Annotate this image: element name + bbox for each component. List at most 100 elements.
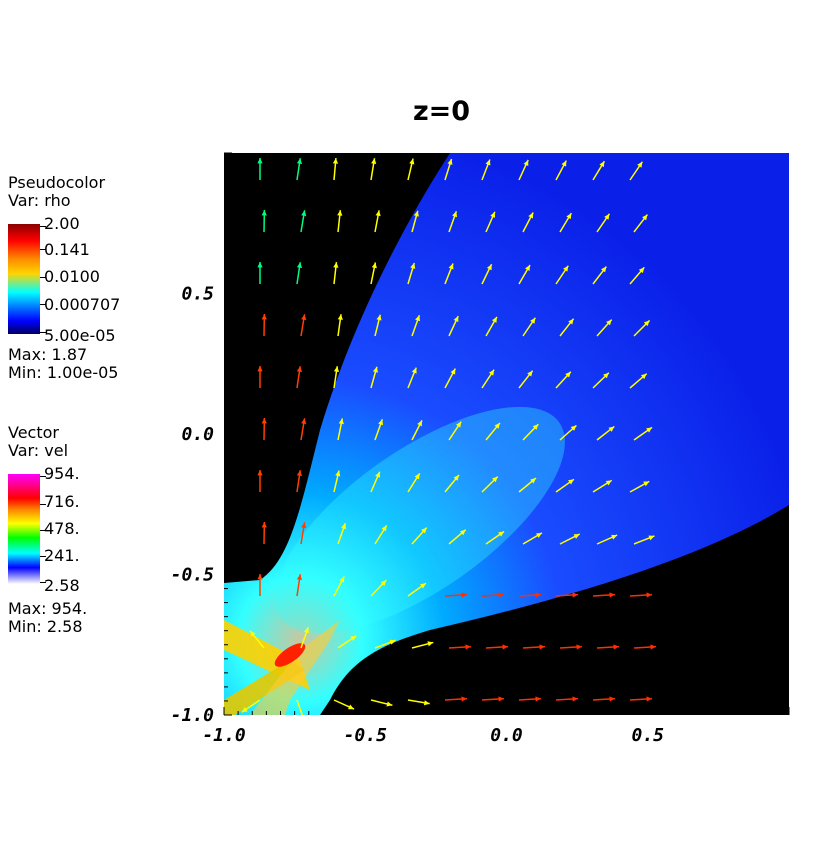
vector-arrow: [407, 582, 427, 597]
vector-arrow: [257, 158, 263, 180]
vector-arrow: [407, 367, 417, 389]
vector-arrow: [633, 644, 657, 650]
vector-arrow: [261, 313, 267, 337]
vector-arrow: [633, 426, 653, 441]
vector-arrow: [444, 158, 453, 181]
vector-arrow: [448, 315, 459, 337]
density-core: [275, 406, 565, 634]
vector-arrow: [555, 592, 579, 598]
vector-arrow: [296, 158, 303, 181]
vector-label-2: 478.: [44, 519, 80, 538]
vector-arrow: [333, 262, 339, 285]
vector-arrow: [370, 366, 378, 389]
vector-arrow: [257, 574, 263, 596]
vector-arrow: [333, 470, 341, 493]
vector-arrow: [518, 370, 534, 389]
vector-arrow: [522, 532, 543, 545]
vector-arrow: [444, 696, 468, 702]
pseudocolor-label-0: 2.00: [44, 214, 80, 233]
vector-colorbar: [8, 474, 40, 584]
vector-arrow: [518, 477, 537, 493]
pseudocolor-colorbar: [8, 224, 40, 334]
vector-arrow: [485, 530, 505, 545]
vector-arrow: [249, 630, 265, 649]
vector-arrow: [296, 470, 303, 493]
vector-arrow: [559, 424, 577, 441]
vector-arrow: [629, 373, 648, 389]
vector-arrow: [411, 210, 419, 233]
vector-arrow: [257, 366, 263, 388]
vector-arrow: [333, 699, 355, 710]
vector-arrow: [481, 476, 499, 493]
vector-arrow: [592, 372, 610, 389]
vector-var: Var: vel: [8, 441, 69, 460]
vector-header: Vector: [8, 423, 59, 442]
vector-arrow: [448, 421, 462, 441]
vector-arrow: [481, 696, 505, 702]
vector-arrow: [300, 418, 307, 441]
vector-arrow: [370, 699, 393, 707]
vector-arrow: [407, 158, 415, 181]
vector-arrow: [333, 366, 340, 389]
vector-arrow: [337, 314, 343, 337]
vector-arrow: [332, 158, 339, 181]
vector-min: Min: 2.58: [8, 617, 83, 636]
vector-arrow: [485, 211, 496, 233]
vector-arrow: [555, 160, 567, 181]
density-peak: [274, 643, 306, 667]
pseudocolor-min: Min: 1.00e-05: [8, 363, 119, 382]
y-tick-label-0: -1.0: [171, 705, 215, 726]
vector-arrow: [333, 576, 345, 597]
vector-arrow: [518, 159, 529, 181]
y-tick-label-2: 0.0: [181, 424, 214, 445]
vector-arrow: [518, 264, 531, 285]
vector-max: Max: 954.: [8, 599, 88, 618]
x-tick-label-0: -1.0: [202, 725, 246, 746]
vector-arrow: [596, 319, 613, 337]
chart-title: z=0: [412, 96, 471, 127]
vector-arrow: [374, 524, 388, 545]
pseudocolor-label-1: 0.141: [44, 240, 90, 259]
vector-arrow: [485, 422, 501, 441]
vector-arrow: [522, 212, 534, 233]
vector-arrow: [633, 214, 648, 233]
vector-arrow: [261, 417, 267, 441]
vector-arrow: [592, 266, 607, 285]
vector-arrow: [407, 262, 416, 285]
vector-arrow: [559, 318, 575, 337]
vector-arrow: [374, 419, 384, 441]
vector-arrow: [633, 535, 655, 545]
vector-arrow: [596, 534, 618, 545]
vector-arrow: [370, 471, 381, 493]
vector-arrow: [522, 423, 539, 441]
vector-arrow: [592, 696, 616, 702]
vector-arrow: [337, 523, 347, 545]
vector-arrow: [596, 644, 620, 650]
vector-arrow: [596, 213, 611, 233]
vector-arrow: [407, 699, 430, 706]
vector-arrow: [444, 592, 468, 598]
vector-arrow: [370, 579, 387, 597]
density-cone: [224, 153, 789, 715]
vector-arrow: [518, 592, 542, 598]
vector-legend: Vector Var: vel: [8, 424, 68, 460]
vector-arrow: [592, 160, 606, 181]
vector-arrow: [374, 314, 382, 337]
vector-arrow: [374, 210, 381, 233]
pseudocolor-header: Pseudocolor: [8, 173, 106, 192]
vector-arrow: [300, 522, 307, 545]
vector-arrow: [629, 161, 643, 181]
density-beam-3: [250, 620, 340, 715]
vector-arrow: [444, 368, 456, 389]
x-tick-label-3: 0.5: [631, 725, 664, 746]
vector-arrow: [485, 316, 498, 337]
vector-arrow: [559, 212, 572, 233]
vector-arrow: [300, 210, 307, 233]
vector-arrow: [522, 644, 546, 650]
vector-arrow: [555, 696, 579, 702]
pseudocolor-label-3: 0.000707: [44, 295, 121, 314]
vector-arrow: [629, 592, 653, 598]
vector-arrow: [633, 319, 651, 337]
vector-arrow: [370, 262, 377, 285]
